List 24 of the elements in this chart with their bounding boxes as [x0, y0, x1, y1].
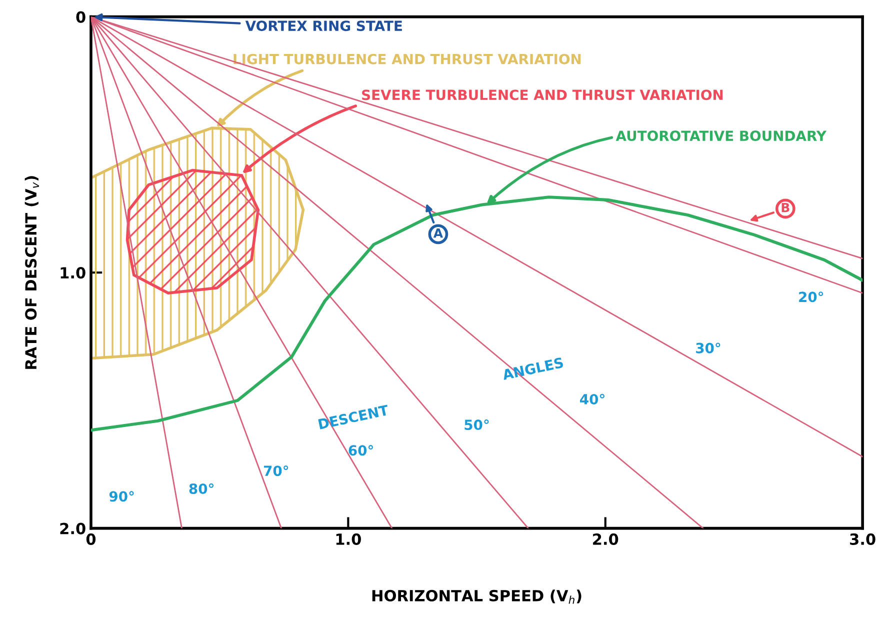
y-axis-title: RATE OF DESCENT (V$_{v}$) [24, 176, 39, 369]
annotation: 80° [189, 483, 214, 494]
y-tick-label: 2.0 [60, 522, 86, 534]
annotation: B [782, 202, 790, 212]
x-tick-label: 3.0 [850, 533, 876, 545]
y-tick-label: 0 [76, 11, 86, 23]
annotation: 40° [580, 394, 604, 404]
annotation: VORTEX RING STATE [245, 20, 402, 32]
text: AUTOROTATIVE BOUNDARY [616, 130, 827, 142]
text: SEVERE TURBULENCE AND THRUST VARIATION [362, 90, 723, 100]
annotation: 90° [109, 491, 134, 502]
annotation: 30° [696, 342, 720, 354]
x-tick-label: 2.0 [593, 533, 618, 545]
annotation: A [433, 228, 443, 238]
annotation: ANGLES [502, 357, 564, 380]
text: LIGHT TURBULENCE AND THRUST VARIATION [234, 54, 581, 64]
annotation: 50° [464, 419, 489, 430]
y-tick-label: 1.0 [60, 267, 86, 279]
x-tick-label: 0 [86, 533, 96, 545]
x-tick-label: 1.0 [336, 533, 361, 545]
annotation: 60° [348, 445, 373, 456]
annotation: 20° [799, 292, 824, 302]
annotation: 70° [264, 465, 288, 476]
x-axis-title: HORIZONTAL SPEED (V$_{h}$) [372, 590, 582, 604]
